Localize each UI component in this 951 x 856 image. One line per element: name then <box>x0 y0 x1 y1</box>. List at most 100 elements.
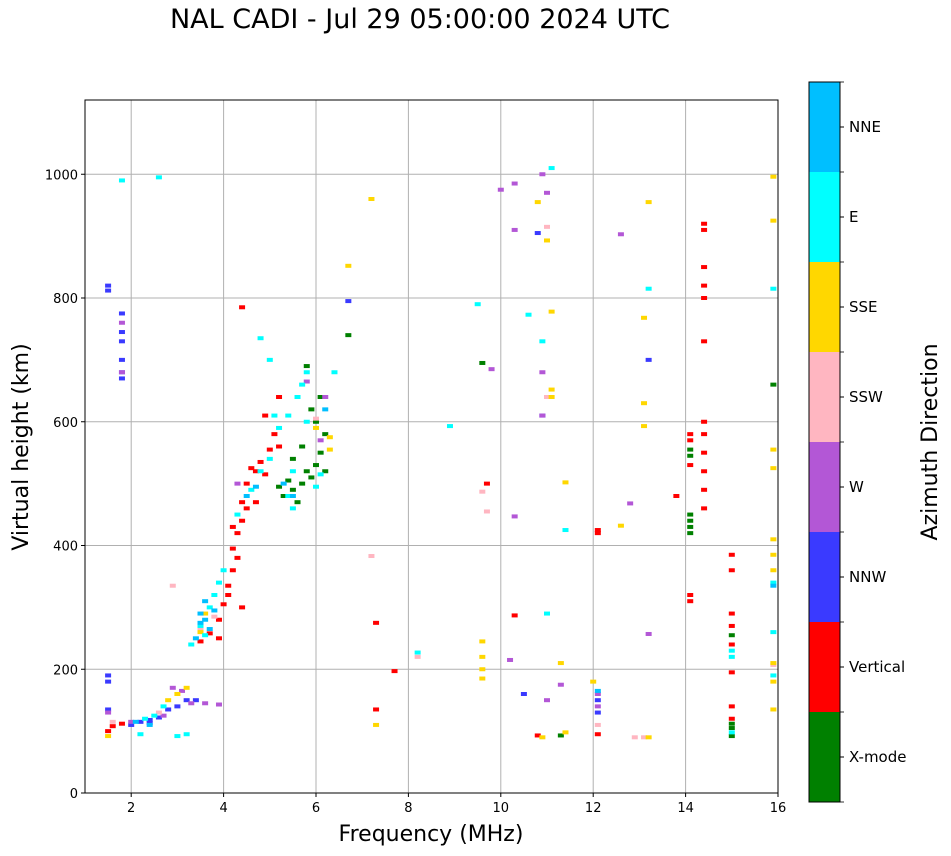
data-point <box>285 413 292 418</box>
data-point <box>479 654 486 659</box>
data-point <box>594 528 601 533</box>
data-point <box>770 673 777 678</box>
data-point <box>770 466 777 471</box>
data-point <box>701 469 708 474</box>
data-point <box>215 580 222 585</box>
data-point <box>215 636 222 641</box>
data-point <box>308 475 315 480</box>
data-point <box>280 494 287 498</box>
data-point <box>105 707 112 712</box>
x-tick-label: 14 <box>677 801 694 816</box>
data-point <box>155 175 162 180</box>
data-point <box>234 481 241 486</box>
data-point <box>174 704 181 709</box>
data-point <box>285 494 292 498</box>
data-point <box>594 698 601 703</box>
data-points <box>105 166 777 740</box>
data-point <box>511 613 518 618</box>
data-point <box>271 413 278 418</box>
data-point <box>303 469 310 474</box>
data-point <box>229 568 236 573</box>
data-point <box>728 611 735 616</box>
data-point <box>687 518 694 523</box>
data-point <box>105 679 112 684</box>
data-point <box>687 463 694 468</box>
data-point <box>197 639 204 644</box>
data-point <box>197 627 204 632</box>
data-point <box>701 296 708 300</box>
colorbar: X-mode Vertical NNW W SSW SSE E NNE <box>808 81 906 803</box>
data-point <box>317 450 324 455</box>
data-point <box>313 425 319 430</box>
data-point <box>243 481 250 486</box>
y-tick-label: 0 <box>70 787 78 802</box>
data-point <box>728 670 735 675</box>
data-point <box>539 735 546 740</box>
data-point <box>687 432 694 437</box>
x-tick-label: 2 <box>127 801 135 816</box>
data-point <box>294 500 301 505</box>
data-point <box>645 357 652 362</box>
data-point <box>105 710 112 715</box>
data-point <box>770 583 777 588</box>
y-tick-label: 600 <box>53 416 78 431</box>
data-point <box>479 676 486 681</box>
data-point <box>728 704 735 709</box>
data-point <box>728 552 735 557</box>
data-point <box>479 360 486 365</box>
data-point <box>631 735 638 740</box>
data-point <box>313 416 319 421</box>
data-point <box>544 224 550 229</box>
data-point <box>262 472 269 477</box>
data-point <box>641 735 648 740</box>
data-point <box>645 631 652 636</box>
data-point <box>220 568 227 573</box>
y-tick-label: 800 <box>53 292 78 307</box>
data-point <box>105 673 112 678</box>
data-point <box>128 719 135 724</box>
data-point <box>225 583 232 588</box>
data-point <box>770 286 777 291</box>
data-point <box>257 336 264 341</box>
data-point <box>220 602 227 607</box>
data-point <box>118 721 125 726</box>
data-point <box>202 701 209 706</box>
data-point <box>641 424 648 429</box>
data-point <box>229 524 236 529</box>
data-point <box>137 732 144 737</box>
data-point <box>308 407 315 412</box>
data-point <box>687 453 694 458</box>
data-point <box>280 481 287 486</box>
data-point <box>206 631 213 636</box>
data-point <box>368 554 375 559</box>
data-point <box>289 506 296 511</box>
data-point <box>562 730 569 735</box>
x-tick-label: 10 <box>493 801 510 816</box>
data-point <box>313 463 319 468</box>
data-point <box>234 531 241 536</box>
data-point <box>105 283 112 288</box>
data-point <box>202 617 209 622</box>
data-point <box>544 190 550 195</box>
data-point <box>687 593 694 597</box>
data-point <box>345 299 352 304</box>
data-point <box>211 608 218 613</box>
data-point <box>289 494 296 498</box>
data-point <box>373 620 380 625</box>
data-point <box>770 580 777 585</box>
data-point <box>728 568 735 573</box>
data-point <box>562 480 569 485</box>
data-point <box>701 265 708 270</box>
data-point <box>215 617 222 622</box>
data-point <box>276 484 283 489</box>
data-point <box>701 487 708 492</box>
series-w <box>105 172 652 724</box>
data-point <box>266 357 273 362</box>
data-point <box>770 218 777 223</box>
colorbar-frame <box>808 81 841 803</box>
data-point <box>331 370 338 375</box>
data-point <box>192 698 199 703</box>
data-point <box>322 407 329 412</box>
data-point <box>539 413 546 418</box>
data-point <box>118 376 125 381</box>
